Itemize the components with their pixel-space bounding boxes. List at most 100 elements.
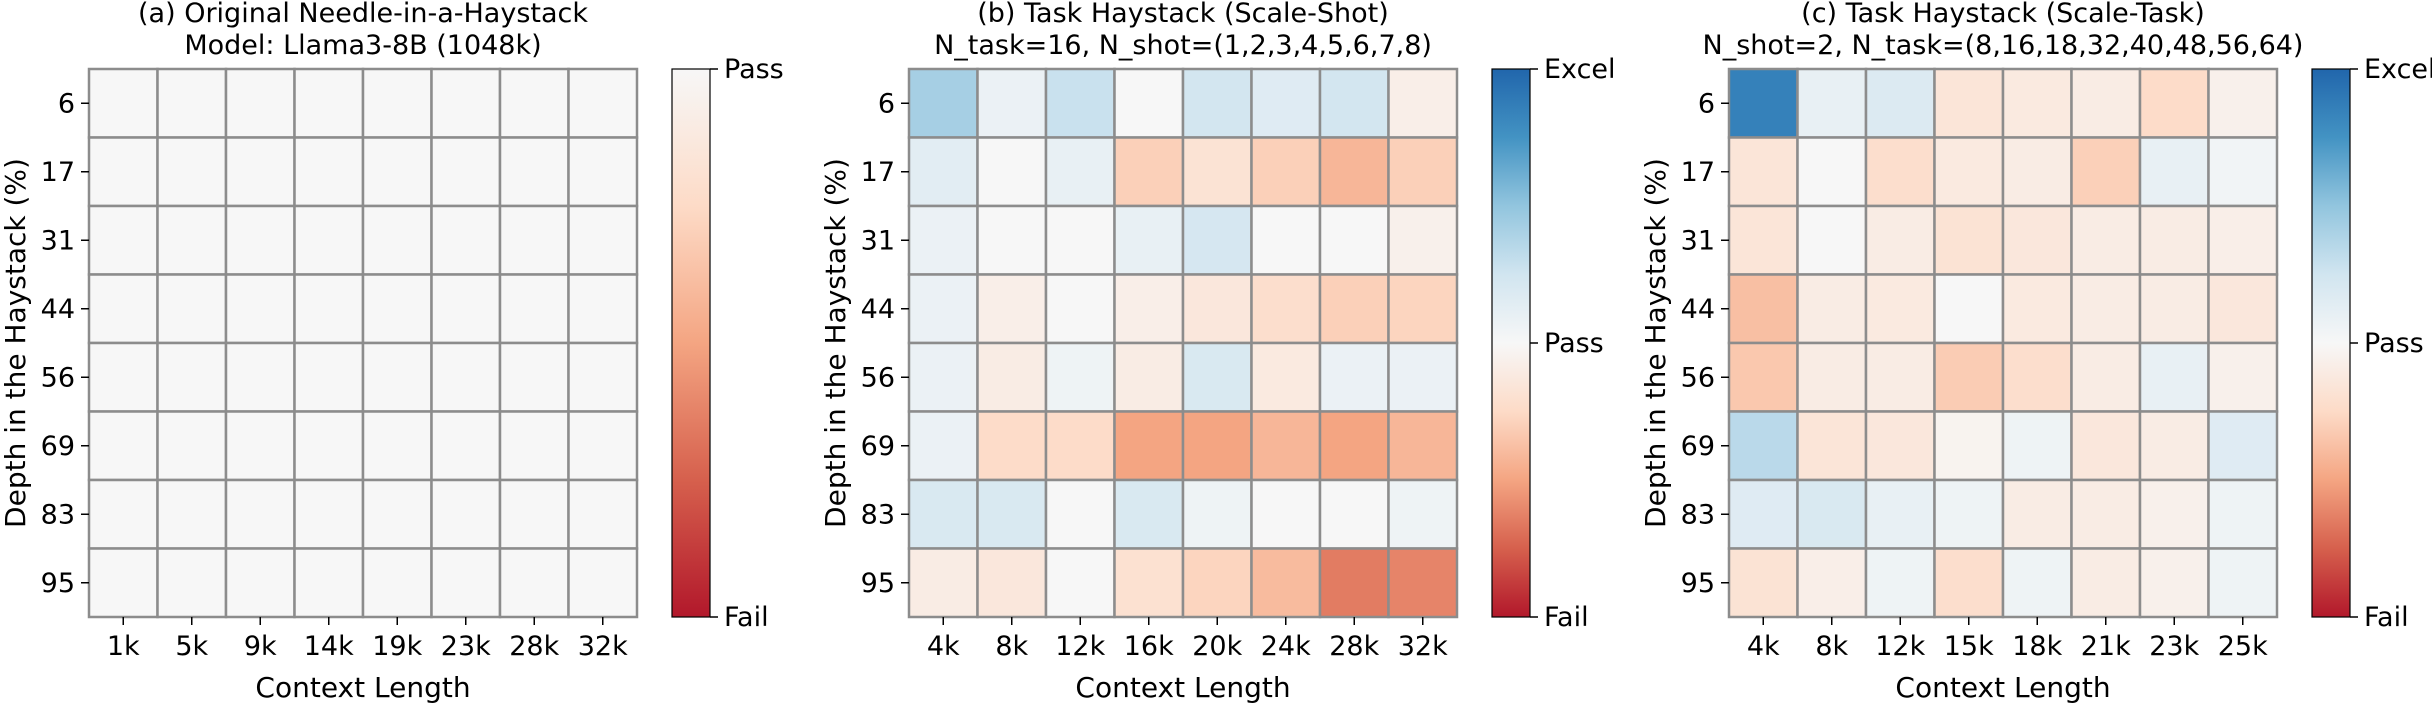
heatmap-cell [1727,341,1799,413]
heatmap-cell [907,478,979,550]
heatmap-cell [1727,136,1799,208]
heatmap-cell [2207,478,2279,550]
y-tick-label: 83 [861,499,895,530]
y-axis-label: Depth in the Haystack (%) [819,158,852,528]
heatmap-cell [1113,273,1185,345]
x-axis-label: Context Length [1895,671,2110,704]
heatmap-cell [1181,478,1253,550]
heatmap-cell [2207,273,2279,345]
heatmap-cell [1113,204,1185,276]
heatmap-cell [2138,204,2210,276]
heatmap-cell [1864,67,1936,139]
heatmap-cell [361,273,433,345]
heatmap-cell [976,341,1048,413]
colorbar [671,68,711,618]
heatmap-cell [156,136,228,208]
x-tick-label: 5k [175,631,208,662]
heatmap-cell [293,478,365,550]
x-tick-label: 12k [1875,631,1925,662]
heatmap-cell [1864,273,1936,345]
heatmap-cell [1044,341,1116,413]
heatmap-cell [87,410,159,482]
heatmap-cell [1796,136,1868,208]
heatmap-cell [293,341,365,413]
x-tick-label: 28k [1329,631,1379,662]
y-tick-label: 69 [1681,431,1715,462]
x-tick-label: 32k [578,631,628,662]
heatmap-cell [1250,341,1322,413]
heatmap-cell [567,136,639,208]
heatmap-cell [567,410,639,482]
heatmap-cell [87,273,159,345]
heatmap-cell [1796,67,1868,139]
x-tick-label: 4k [927,631,960,662]
heatmap-cell [1318,547,1390,619]
heatmap-cell [1387,67,1459,139]
y-tick-label: 56 [1681,362,1715,393]
heatmap-cell [498,273,570,345]
heatmap-cell [2138,67,2210,139]
heatmap-cell [1113,341,1185,413]
heatmap-cell [430,204,502,276]
heatmap-cell [907,136,979,208]
heatmap-cell [87,136,159,208]
colorbar-tick-label: Pass [724,54,784,85]
heatmap-cell [976,410,1048,482]
y-tick-label: 31 [41,225,75,256]
heatmap-cell [907,67,979,139]
heatmap-cell [2070,273,2142,345]
heatmap-cell [293,547,365,619]
heatmap-cell [1727,67,1799,139]
heatmap-cell [1387,273,1459,345]
heatmap-cell [2001,136,2073,208]
y-tick-label: 95 [861,568,895,599]
heatmap-cell [2001,547,2073,619]
heatmap-cell [1933,67,2005,139]
heatmap-cell [1387,341,1459,413]
heatmap-cell [1181,547,1253,619]
heatmap-cell [1387,547,1459,619]
heatmap-cell [2070,204,2142,276]
heatmap-cell [907,204,979,276]
heatmap-cell [293,273,365,345]
heatmap-cell [1250,273,1322,345]
heatmap-cell [1933,341,2005,413]
x-tick-label: 4k [1747,631,1780,662]
heatmap-cell [156,273,228,345]
y-tick-label: 31 [1681,225,1715,256]
heatmap-cell [976,478,1048,550]
heatmap-cell [1318,204,1390,276]
heatmap-cell [361,341,433,413]
heatmap-cell [1250,204,1322,276]
heatmap-cell [361,204,433,276]
heatmap-cell [2207,547,2279,619]
panel-title: (c) Task Haystack (Scale-Task) [1801,0,2205,29]
y-tick-label: 31 [861,225,895,256]
heatmap-cell [1387,410,1459,482]
heatmap-cell [907,341,979,413]
heatmap-cell [2001,478,2073,550]
y-axis-label: Depth in the Haystack (%) [0,158,32,528]
heatmap-cell [567,204,639,276]
heatmap-cell [498,410,570,482]
heatmap-cell [156,67,228,139]
heatmap-cell [156,478,228,550]
heatmap-cell [430,67,502,139]
heatmap-cell [1250,410,1322,482]
heatmap-cell [976,204,1048,276]
heatmap-cell [2070,67,2142,139]
heatmap-cell [1727,547,1799,619]
heatmap-cell [293,136,365,208]
heatmap-cell [1864,478,1936,550]
colorbar-tick-label: Excel [1544,54,1616,85]
heatmap-cell [498,478,570,550]
heatmap-cell [2070,478,2142,550]
heatmap-cell [1044,204,1116,276]
heatmap-cell [2070,410,2142,482]
y-axis-label: Depth in the Haystack (%) [1639,158,1672,528]
heatmap-cell [567,341,639,413]
heatmap-cell [1727,273,1799,345]
y-tick-label: 6 [58,88,75,119]
colorbar-tick-label: Pass [1544,328,1604,359]
heatmap-cell [1864,136,1936,208]
